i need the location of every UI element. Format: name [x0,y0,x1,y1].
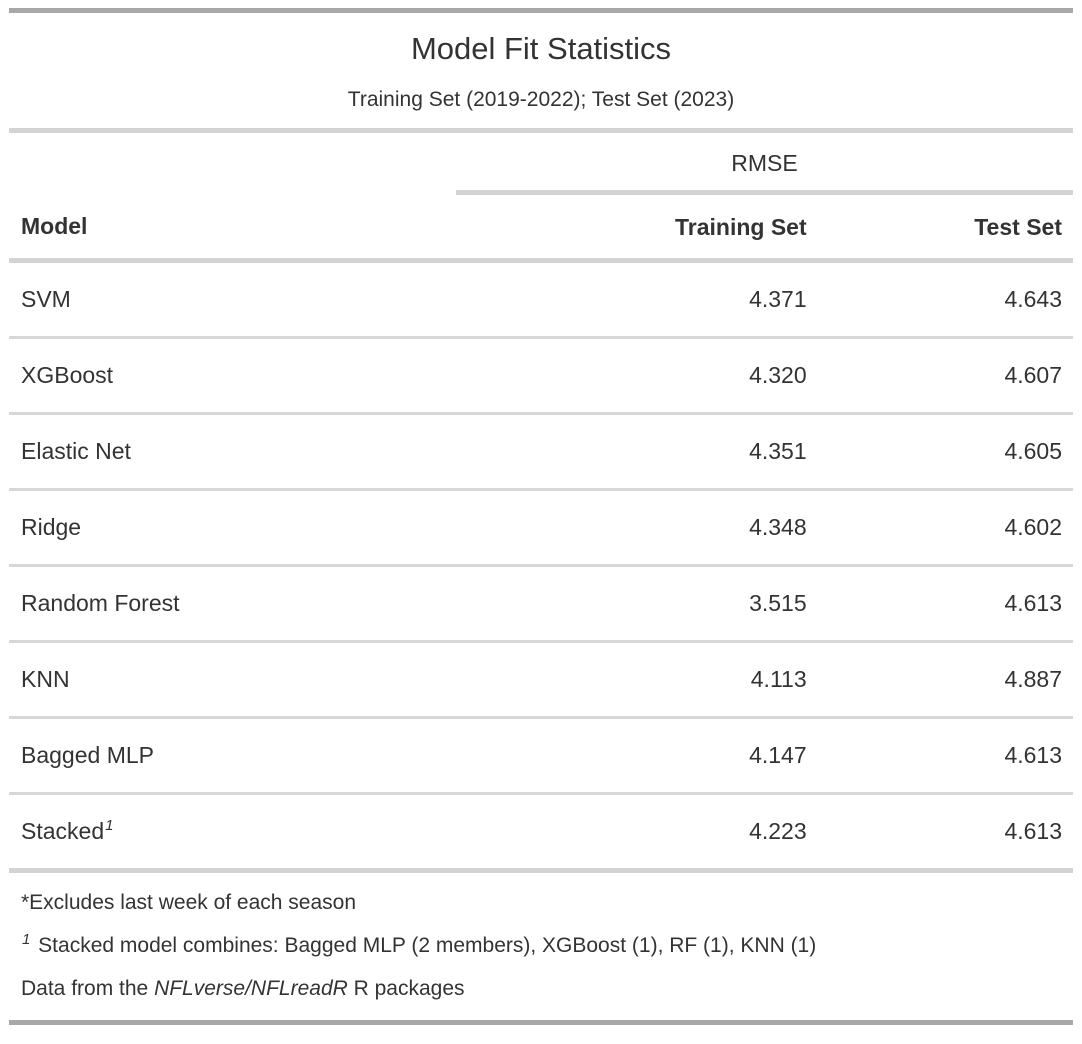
training-rmse-cell: 4.371 [455,260,818,339]
table-row-xgboost: XGBoost 4.320 4.607 [9,337,1073,415]
training-rmse-cell: 4.223 [455,793,818,873]
test-rmse-cell: 4.613 [817,793,1073,873]
source-note-packages: NFLverse/NFLreadR [154,977,348,1000]
test-rmse-cell: 4.613 [817,717,1073,795]
table-row-knn: KNN 4.113 4.887 [9,641,1073,719]
table-row-svm: SVM 4.371 4.643 [9,260,1073,339]
training-rmse-cell: 4.113 [455,641,818,719]
column-header-test-set: Test Set [817,192,1073,263]
model-cell: SVM [9,260,456,339]
test-rmse-cell: 4.607 [817,337,1073,415]
table-subtitle: Training Set (2019-2022); Test Set (2023… [347,88,735,111]
footnote-stacked-model: 1 Stacked model combines: Bagged MLP (2 … [9,924,1073,967]
footnote-stacked-text: Stacked model combines: Bagged MLP (2 me… [32,934,817,957]
test-rmse-cell: 4.643 [817,260,1073,339]
source-note: Data from the NFLverse/NFLreadR R packag… [9,967,1073,1010]
training-rmse-cell: 4.351 [455,413,818,491]
training-rmse-cell: 4.147 [455,717,818,795]
table-row-bagged-mlp: Bagged MLP 4.147 4.613 [9,717,1073,795]
table-row-random-forest: Random Forest 3.515 4.613 [9,565,1073,643]
source-note-prefix: Data from the [21,977,155,1000]
test-rmse-cell: 4.602 [817,489,1073,567]
spanner-empty-cell [9,133,456,193]
model-cell: Random Forest [9,565,456,643]
stats-table: RMSE Model Training Set Test Set SVM 4.3… [9,133,1073,873]
rmse-spanner-label: RMSE [455,133,1073,195]
footnote-excludes-last-week: *Excludes last week of each season [21,891,357,914]
column-header-training-set: Training Set [455,192,818,263]
table-heading: Model Fit Statistics Training Set (2019-… [9,13,1073,133]
source-note-suffix: R packages [347,977,465,1000]
column-header-row: Model Training Set Test Set [9,192,1073,263]
model-cell: XGBoost [9,337,456,415]
footnote-mark: 1 [22,931,31,948]
training-rmse-cell: 4.348 [455,489,818,567]
spanner-row: RMSE [9,133,1073,195]
model-cell: KNN [9,641,456,719]
model-cell: Elastic Net [9,413,456,491]
model-cell: Ridge [9,489,456,567]
test-rmse-cell: 4.605 [817,413,1073,491]
model-fit-statistics-table: Model Fit Statistics Training Set (2019-… [9,8,1073,1025]
table-row-elastic-net: Elastic Net 4.351 4.605 [9,413,1073,491]
model-cell: Bagged MLP [9,717,456,795]
table-row-stacked: Stacked1 4.223 4.613 [9,793,1073,873]
model-cell: Stacked1 [9,793,456,873]
model-label: Stacked [21,818,105,844]
table-row-ridge: Ridge 4.348 4.602 [9,489,1073,567]
test-rmse-cell: 4.613 [817,565,1073,643]
table-footer: *Excludes last week of each season 1 Sta… [9,873,1073,1020]
column-header-model: Model [9,192,456,263]
table-title: Model Fit Statistics [410,31,672,66]
training-rmse-cell: 3.515 [455,565,818,643]
test-rmse-cell: 4.887 [817,641,1073,719]
footnote-mark: 1 [105,817,114,835]
training-rmse-cell: 4.320 [455,337,818,415]
